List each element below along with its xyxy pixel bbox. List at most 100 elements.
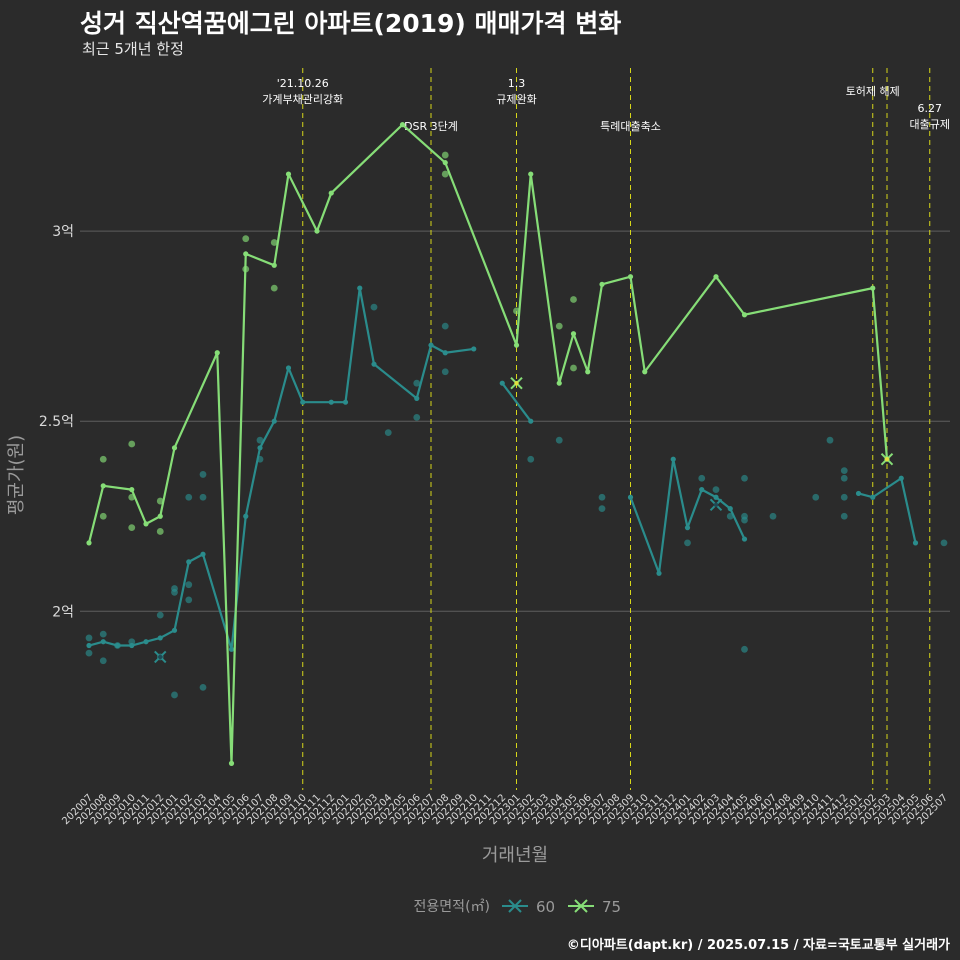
series-60-point — [741, 474, 748, 482]
series-60-vertex — [157, 635, 163, 641]
series-60-vertex — [300, 399, 306, 405]
series-60-point — [199, 471, 207, 478]
series-75-vertex — [442, 160, 448, 166]
series-60-vertex — [684, 525, 691, 531]
y-tick-label: 3억 — [52, 224, 74, 240]
series-75-marker — [880, 453, 894, 466]
series-75-vertex — [143, 521, 149, 527]
series-60-vertex — [727, 506, 733, 512]
series-75-vertex — [129, 487, 135, 493]
y-tick-label: 2억 — [52, 604, 74, 620]
legend-key-75 — [568, 899, 594, 913]
series-60-vertex — [442, 350, 448, 356]
series-75-vertex — [157, 513, 163, 519]
series-60-vertex — [171, 627, 178, 633]
marker-core — [884, 457, 890, 462]
series-60-point — [441, 368, 449, 376]
series-75-line — [87, 123, 889, 765]
series-60-point — [598, 505, 606, 513]
legend-key-60 — [502, 899, 528, 913]
series-60-point — [199, 493, 207, 501]
series-75-vertex — [642, 369, 648, 375]
event-label: 규제완화 — [496, 93, 536, 106]
series-60-point — [555, 436, 563, 444]
series-60-vertex — [143, 639, 149, 645]
series-60-point — [940, 539, 948, 547]
series-60-vertex — [499, 380, 505, 386]
series-60-vertex — [428, 342, 434, 348]
series-60-vertex — [114, 642, 121, 649]
series-60-vertex — [699, 487, 705, 493]
series-75-point — [555, 322, 563, 330]
series-60-point — [826, 436, 834, 444]
series-60-marker — [154, 650, 167, 664]
series-60-vertex — [713, 494, 719, 500]
series-60-vertex — [627, 494, 634, 500]
event-label: 6.27 — [918, 102, 943, 115]
series-75-point — [570, 364, 577, 372]
series-60-point — [812, 493, 820, 501]
series-60-vertex — [285, 365, 292, 371]
legend-label-60: 60 — [536, 898, 555, 916]
series-60-point — [185, 596, 193, 604]
series-75-point — [570, 296, 577, 303]
series-75-point — [99, 512, 107, 520]
series-75-vertex — [328, 190, 334, 196]
series-60-point — [171, 691, 178, 699]
series-60-vertex — [257, 445, 263, 451]
series-60-vertex — [414, 395, 420, 401]
marker-core — [158, 654, 163, 660]
series-60-vertex — [271, 418, 277, 424]
series-75-vertex — [100, 483, 106, 489]
series-60-vertex — [912, 540, 919, 546]
series-60-vertex — [471, 346, 477, 352]
series-60-point — [413, 413, 421, 421]
series-75-point — [270, 239, 278, 246]
series-75-vertex — [513, 342, 520, 348]
series-60-point — [99, 657, 107, 665]
series-75-vertex — [585, 369, 591, 375]
series-60-point — [156, 611, 164, 619]
series-60-point — [684, 539, 691, 547]
marker-core — [713, 502, 719, 508]
event-label: DSR 3단계 — [404, 120, 458, 133]
series-60-point — [441, 322, 449, 330]
series-75-point — [242, 235, 250, 243]
series-75-point — [128, 440, 136, 448]
series-75-vertex — [86, 540, 92, 546]
chart-title: 성거 직산역꿈에그린 아파트(2019) 매매가격 변화 — [80, 9, 622, 38]
series-60-vertex — [670, 456, 676, 462]
series-75-vertex — [228, 760, 235, 766]
series-75-vertex — [271, 262, 277, 268]
series-60-point — [840, 474, 848, 482]
series-60-vertex — [357, 285, 363, 291]
series-60-vertex — [656, 570, 662, 576]
series-75-vertex — [556, 380, 562, 386]
series-60-vertex — [129, 642, 135, 649]
series-75-vertex — [243, 251, 249, 257]
series-60-point — [185, 581, 193, 589]
series-60-point — [185, 493, 193, 501]
series-75-vertex — [599, 281, 605, 287]
series-60-vertex — [200, 551, 206, 557]
series-75-point — [156, 528, 164, 535]
event-label: 1.3 — [508, 77, 526, 90]
series-60-point — [128, 638, 136, 646]
series-60-point — [99, 630, 107, 638]
event-label: 토허제 해제 — [846, 84, 900, 98]
y-tick-label: 2.5억 — [39, 414, 74, 430]
series-75-vertex — [627, 274, 634, 280]
series-60-line — [501, 382, 532, 422]
event-label: '21.10.26 — [277, 77, 329, 90]
series-60-line — [88, 287, 474, 651]
series-75-point — [441, 151, 449, 159]
series-60-point — [741, 516, 748, 524]
series-60-vertex — [741, 536, 748, 542]
series-60-point — [85, 649, 93, 657]
event-label: 특례대출축소 — [600, 120, 661, 133]
series-75-vertex — [314, 228, 320, 234]
series-60-point — [199, 683, 207, 691]
series-60-vertex — [898, 475, 904, 481]
series-75-vertex — [570, 331, 577, 337]
